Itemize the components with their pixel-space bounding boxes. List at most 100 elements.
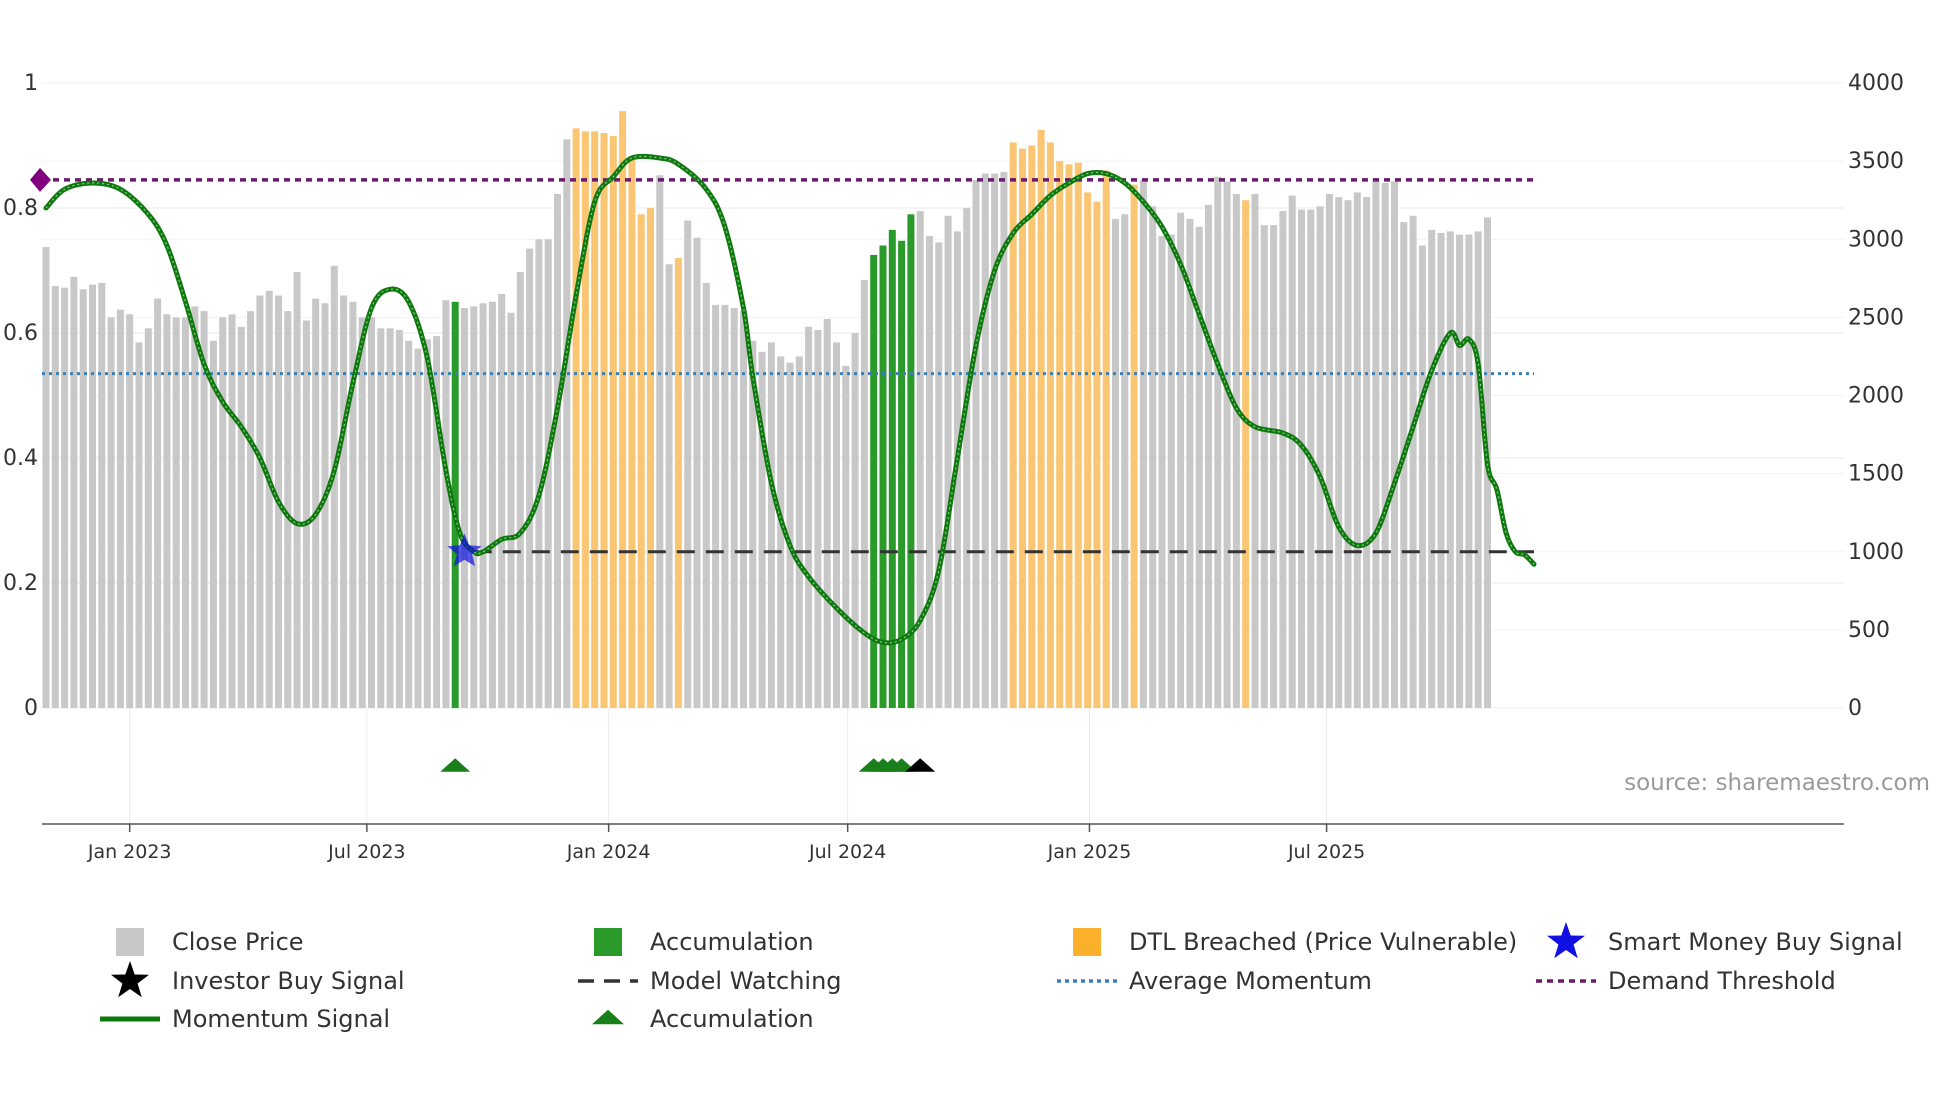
close-price-bar — [833, 342, 840, 708]
accumulation-bar — [870, 254, 878, 708]
close-price-bar — [433, 336, 441, 708]
x-tick-label: Jan 2025 — [1047, 841, 1132, 863]
close-price-bar — [721, 304, 729, 708]
legend-item-investor: Investor Buy Signal — [111, 961, 405, 998]
close-price-bar — [1279, 211, 1287, 708]
close-price-bar — [107, 317, 115, 708]
accumulation-bar — [879, 245, 887, 708]
close-price-bar — [1177, 212, 1185, 708]
close-price-bar — [228, 314, 236, 709]
close-price-bar — [1381, 183, 1389, 708]
close-price-bar — [340, 295, 348, 708]
close-price-bar — [163, 314, 171, 709]
close-price-bar — [1446, 231, 1454, 708]
legend-label: Average Momentum — [1129, 967, 1372, 995]
close-price-bar — [712, 304, 720, 708]
close-price-bar — [1167, 234, 1175, 708]
close-price-bar — [172, 317, 180, 708]
close-price-bar — [935, 242, 943, 708]
dtl-breached-bar — [674, 258, 682, 708]
close-price-bar — [247, 311, 255, 708]
close-price-bar — [1298, 209, 1305, 708]
legend-swatch-accumulation-marker — [592, 1009, 624, 1025]
close-price-bar — [1223, 181, 1231, 708]
close-price-bar — [1400, 222, 1408, 708]
close-price-bar — [526, 248, 534, 708]
close-price-bar — [972, 179, 980, 708]
close-price-bar — [1335, 197, 1343, 708]
close-price-bar — [684, 220, 692, 708]
close-price-bar — [795, 356, 803, 708]
close-price-bar — [191, 306, 199, 708]
dtl-breached-bar — [591, 131, 599, 708]
y-right-tick-label: 0 — [1848, 696, 1862, 721]
close-price-bar — [1316, 206, 1324, 708]
close-price-bar — [154, 298, 162, 708]
legend-item-demand: Demand Threshold — [1536, 967, 1836, 995]
legend-item-close: Close Price — [116, 928, 304, 956]
close-price-bar — [1121, 214, 1129, 709]
x-tick-label: Jul 2025 — [1287, 841, 1365, 863]
dtl-breached-bar — [1084, 192, 1092, 708]
close-price-bar — [926, 236, 933, 708]
x-tick-label: Jan 2023 — [87, 841, 172, 863]
y-right-tick-label: 1500 — [1848, 462, 1904, 487]
legend-label: Momentum Signal — [172, 1005, 390, 1033]
close-price-bar — [1205, 204, 1212, 708]
dtl-breached-bar — [600, 133, 608, 708]
close-price-bar — [293, 272, 301, 708]
close-price-bar — [144, 328, 152, 708]
dtl-breached-bar — [1130, 184, 1138, 709]
close-price-bar — [916, 211, 924, 708]
dtl-breached-bar — [647, 208, 654, 708]
close-price-bar — [1139, 179, 1147, 708]
y-right-tick-label: 3500 — [1848, 149, 1904, 174]
close-price-bar — [860, 279, 868, 708]
close-price-bar — [1353, 192, 1361, 708]
close-price-bar — [1344, 200, 1352, 708]
close-price-bar — [470, 306, 478, 708]
close-price-bar — [1186, 218, 1194, 708]
dtl-breached-bar — [628, 156, 636, 708]
y-left-tick-label: 0.6 — [3, 321, 38, 346]
close-price-bar — [98, 283, 106, 708]
close-price-bar — [1270, 225, 1278, 708]
close-price-bar — [944, 215, 952, 709]
close-price-bar — [656, 175, 664, 708]
x-tick-label: Jan 2024 — [566, 841, 651, 863]
close-price-bar — [135, 342, 143, 708]
legend-swatch-dtl-breached — [1073, 928, 1101, 956]
legend-label: Model Watching — [650, 967, 842, 995]
dtl-breached-bar — [1093, 201, 1101, 708]
close-price-bar — [1214, 176, 1222, 709]
close-price-bar — [461, 308, 468, 708]
close-price-bar — [265, 290, 273, 708]
dtl-breached-bar — [1056, 161, 1064, 709]
accumulation-marker — [440, 758, 471, 772]
legend-swatch-close-price — [116, 928, 144, 956]
close-price-bar — [414, 348, 422, 708]
close-price-bar — [786, 362, 794, 708]
dtl-breached-bar — [1009, 142, 1017, 708]
close-price-bar — [377, 328, 385, 708]
close-price-bar — [423, 339, 431, 709]
close-price-bar — [89, 284, 96, 708]
close-price-bar — [1363, 197, 1371, 708]
x-tick-label: Jul 2024 — [808, 841, 886, 863]
close-price-bar — [814, 329, 822, 708]
close-price-bar — [219, 317, 227, 708]
dtl-breached-bar — [1065, 164, 1073, 709]
legend-item-dtl: DTL Breached (Price Vulnerable) — [1073, 928, 1517, 956]
legend-swatch-investor-star — [111, 961, 149, 998]
y-right-tick-label: 2500 — [1848, 305, 1904, 330]
close-price-bar — [479, 303, 487, 708]
dtl-breached-bar — [1074, 162, 1082, 708]
legend-item-avg: Average Momentum — [1057, 967, 1372, 995]
accumulation-bar — [907, 214, 915, 709]
y-left-tick-label: 1 — [24, 71, 38, 96]
close-price-bar — [665, 264, 673, 709]
dtl-breached-bar — [1102, 170, 1110, 708]
close-price-bar — [1456, 234, 1464, 708]
close-price-bar — [1437, 233, 1445, 708]
y-left-tick-label: 0 — [24, 696, 38, 721]
